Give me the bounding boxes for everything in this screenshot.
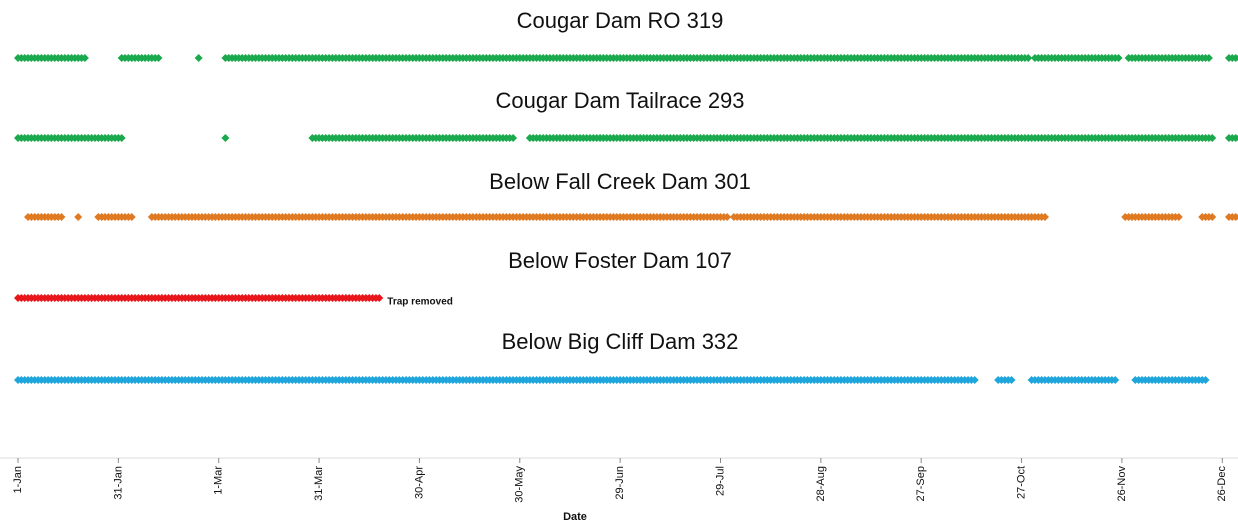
segment bbox=[1224, 213, 1238, 221]
segment bbox=[221, 134, 230, 142]
row-title: Below Big Cliff Dam 332 bbox=[502, 329, 739, 354]
segment bbox=[94, 213, 136, 221]
segment bbox=[1027, 376, 1120, 384]
segment bbox=[14, 294, 384, 302]
segment bbox=[147, 213, 732, 221]
x-tick-label: 28-Aug bbox=[815, 466, 827, 501]
segment bbox=[14, 54, 89, 62]
segment bbox=[729, 213, 1049, 221]
x-tick-label: 31-Jan bbox=[112, 466, 124, 500]
x-tick-label: 1-Mar bbox=[213, 466, 225, 495]
x-axis-title: Date bbox=[563, 511, 587, 523]
segment bbox=[308, 134, 518, 142]
x-tick-label: 27-Sep bbox=[915, 466, 927, 501]
row-title: Below Fall Creek Dam 301 bbox=[489, 169, 751, 194]
segment bbox=[117, 54, 163, 62]
x-tick-label: 26-Nov bbox=[1116, 466, 1128, 502]
segment bbox=[1030, 54, 1123, 62]
row-title: Cougar Dam RO 319 bbox=[517, 8, 724, 33]
segment bbox=[14, 134, 126, 142]
x-tick-label: 1-Jan bbox=[12, 466, 24, 494]
x-tick-label: 30-May bbox=[514, 466, 526, 503]
segment bbox=[221, 54, 1033, 62]
segment bbox=[14, 376, 979, 384]
segment bbox=[74, 213, 83, 221]
annotation: Trap removed bbox=[387, 297, 453, 308]
segment bbox=[1121, 213, 1183, 221]
x-tick-label: 29-Jun bbox=[614, 466, 626, 500]
segment bbox=[1131, 376, 1210, 384]
row-title: Below Foster Dam 107 bbox=[508, 248, 732, 273]
x-tick-label: 26-Dec bbox=[1216, 466, 1228, 502]
x-tick-label: 30-Apr bbox=[413, 466, 425, 499]
segment bbox=[994, 376, 1016, 384]
segment bbox=[1224, 134, 1238, 142]
segment bbox=[194, 54, 203, 62]
segment bbox=[525, 134, 1217, 142]
segment bbox=[24, 213, 66, 221]
x-tick-label: 27-Oct bbox=[1015, 466, 1027, 499]
x-tick-label: 29-Jul bbox=[714, 466, 726, 496]
segment bbox=[1224, 54, 1238, 62]
segment bbox=[1124, 54, 1213, 62]
segment bbox=[1198, 213, 1217, 221]
row-title: Cougar Dam Tailrace 293 bbox=[495, 88, 744, 113]
x-tick-label: 31-Mar bbox=[313, 466, 325, 501]
